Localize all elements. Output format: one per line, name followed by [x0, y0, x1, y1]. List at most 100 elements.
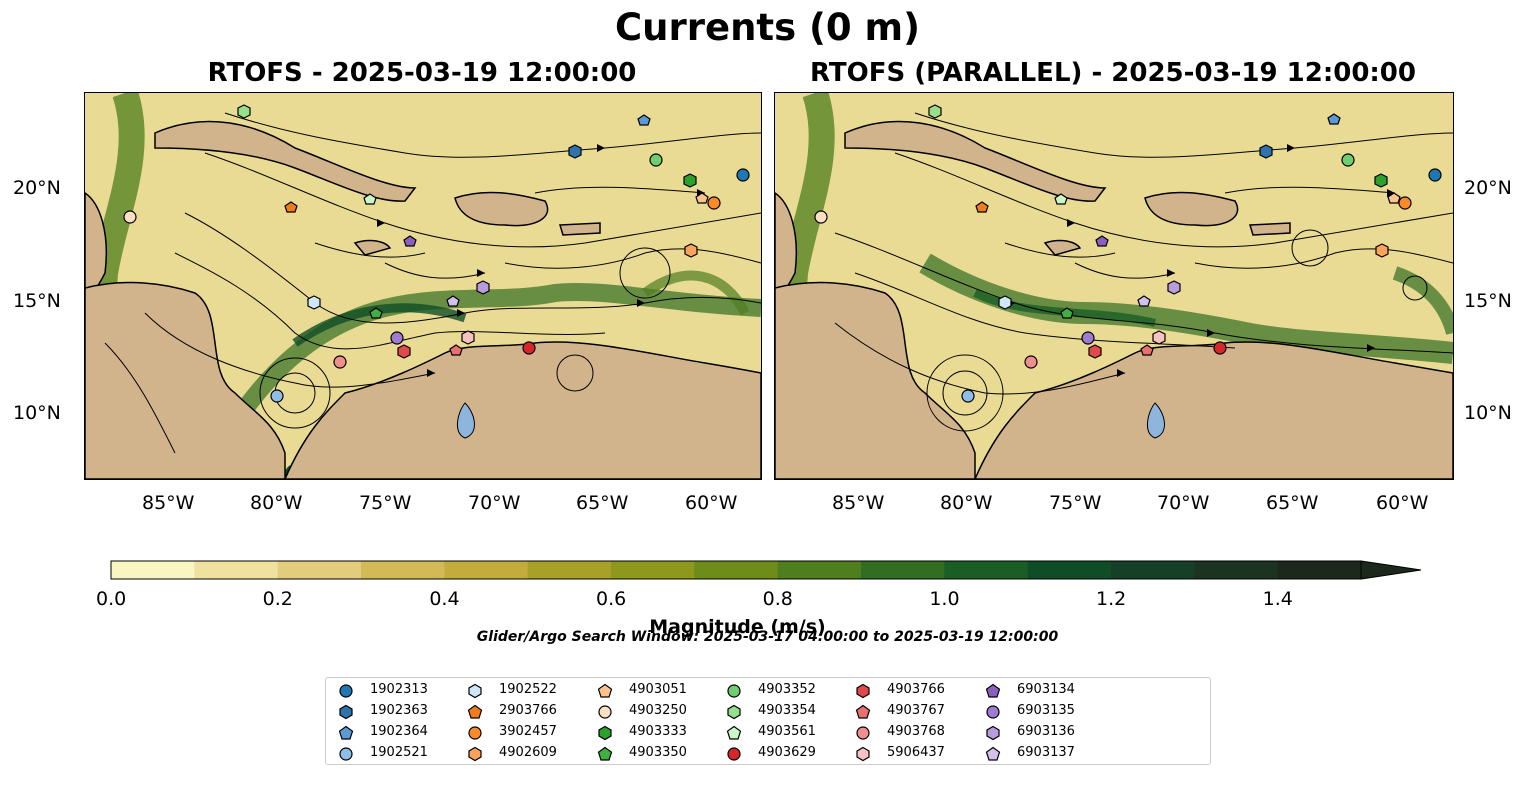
right-map-panel[interactable] — [774, 92, 1454, 480]
left-lat-tick: 15°N — [13, 290, 61, 312]
hexagon-marker-icon — [986, 725, 1000, 741]
float-legend: 1902313 1902363 1902364 1902521 1902522 29037… — [325, 677, 1211, 765]
colorbar-segment — [694, 561, 779, 579]
colorbar-segment — [527, 561, 612, 579]
colorbar-tick-label: 1.4 — [1262, 588, 1293, 610]
right-panel-title: RTOFS (PARALLEL) - 2025-03-19 12:00:00 — [810, 58, 1416, 88]
right-lon-tick: 80°W — [940, 492, 993, 514]
left-panel-title: RTOFS - 2025-03-19 12:00:00 — [207, 58, 637, 88]
colorbar-segment — [861, 561, 945, 579]
left-current-map — [85, 93, 761, 479]
legend-entry-label: 4903352 — [758, 682, 816, 697]
colorbar-segment — [1027, 561, 1112, 579]
colorbar-segment — [361, 561, 445, 579]
legend-entry-label: 1902313 — [370, 682, 428, 697]
colorbar-segment — [194, 561, 279, 579]
legend-entry-label: 1902364 — [370, 724, 428, 739]
circle-marker-icon — [727, 747, 741, 761]
legend-entry-label: 6903135 — [1017, 703, 1075, 718]
legend-entry-label: 6903137 — [1017, 745, 1075, 760]
colorbar-segment — [444, 561, 529, 579]
legend-entry-label: 4903354 — [758, 703, 816, 718]
hexagon-marker-icon — [598, 725, 612, 741]
colorbar-tick-label: 1.0 — [929, 588, 960, 610]
right-lat-tick: 15°N — [1464, 290, 1512, 312]
right-lon-tick: 85°W — [832, 492, 885, 514]
pentagon-marker-icon — [597, 683, 613, 698]
pentagon-marker-icon — [855, 704, 871, 719]
colorbar-segment — [1277, 561, 1362, 579]
legend-entry-label: 1902522 — [499, 682, 557, 697]
pentagon-marker-icon — [985, 683, 1001, 698]
hexagon-marker-icon — [727, 704, 741, 720]
legend-entry-label: 4903561 — [758, 724, 816, 739]
circle-marker-icon — [727, 684, 741, 698]
colorbar-tick-label: 1.2 — [1096, 588, 1127, 610]
colorbar-tick-label: 0.4 — [429, 588, 460, 610]
legend-entry-label: 4903051 — [629, 682, 687, 697]
right-lon-tick: 60°W — [1376, 492, 1429, 514]
legend-entry-label: 4903768 — [887, 724, 945, 739]
right-current-map — [775, 93, 1453, 479]
circle-marker-icon — [339, 747, 353, 761]
legend-entry-label: 4902609 — [499, 745, 557, 760]
circle-marker-icon — [339, 684, 353, 698]
left-lon-tick: 65°W — [576, 492, 629, 514]
colorbar-segment — [1194, 561, 1279, 579]
legend-entry-label: 4903350 — [629, 745, 687, 760]
right-lon-tick: 75°W — [1049, 492, 1102, 514]
right-lon-tick: 65°W — [1266, 492, 1319, 514]
colorbar-segment — [944, 561, 1029, 579]
legend-entry-label: 4903766 — [887, 682, 945, 697]
pentagon-marker-icon — [726, 725, 742, 740]
left-lon-tick: 85°W — [142, 492, 195, 514]
colorbar-tick-label: 0.2 — [262, 588, 293, 610]
colorbar-segment — [277, 561, 362, 579]
left-map-panel[interactable] — [84, 92, 762, 480]
colorbar-segment — [111, 561, 195, 579]
hexagon-marker-icon — [468, 746, 482, 762]
legend-entry-label: 4903333 — [629, 724, 687, 739]
pentagon-marker-icon — [597, 746, 613, 761]
colorbar — [110, 560, 1422, 580]
left-lat-tick: 10°N — [13, 402, 61, 424]
legend-entry-label: 5906437 — [887, 745, 945, 760]
colorbar-title: Magnitude (m/s) — [649, 616, 826, 638]
left-lon-tick: 60°W — [685, 492, 738, 514]
circle-marker-icon — [986, 705, 1000, 719]
pentagon-marker-icon — [338, 725, 354, 740]
hexagon-marker-icon — [468, 683, 482, 699]
figure-title: Currents (0 m) — [614, 6, 920, 49]
circle-marker-icon — [856, 726, 870, 740]
colorbar-segment — [611, 561, 695, 579]
hexagon-marker-icon — [339, 704, 353, 720]
legend-entry-label: 4903250 — [629, 703, 687, 718]
legend-entry-label: 4903629 — [758, 745, 816, 760]
hexagon-marker-icon — [856, 746, 870, 762]
left-lon-tick: 70°W — [468, 492, 521, 514]
right-lat-tick: 20°N — [1464, 177, 1512, 199]
colorbar-segment — [1111, 561, 1195, 579]
legend-entry-label: 4903767 — [887, 703, 945, 718]
left-lat-tick: 20°N — [13, 177, 61, 199]
colorbar-tick-label: 0.0 — [96, 588, 127, 610]
right-lat-tick: 10°N — [1464, 402, 1512, 424]
search-window-text: Glider/Argo Search Window: 2025-03-17 04… — [476, 629, 1059, 645]
left-lon-tick: 80°W — [250, 492, 303, 514]
legend-entry-label: 6903136 — [1017, 724, 1075, 739]
legend-entry-label: 1902363 — [370, 703, 428, 718]
circle-marker-icon — [468, 726, 482, 740]
legend-entry-label: 2903766 — [499, 703, 557, 718]
hexagon-marker-icon — [856, 683, 870, 699]
pentagon-marker-icon — [467, 704, 483, 719]
legend-entry-label: 1902521 — [370, 745, 428, 760]
left-lon-tick: 75°W — [359, 492, 412, 514]
circle-marker-icon — [598, 705, 612, 719]
colorbar-tick-label: 0.6 — [596, 588, 627, 610]
right-lon-tick: 70°W — [1157, 492, 1210, 514]
legend-entry-label: 6903134 — [1017, 682, 1075, 697]
colorbar-segment — [777, 561, 862, 579]
pentagon-marker-icon — [985, 746, 1001, 761]
legend-entry-label: 3902457 — [499, 724, 557, 739]
colorbar-tick-label: 0.8 — [762, 588, 793, 610]
